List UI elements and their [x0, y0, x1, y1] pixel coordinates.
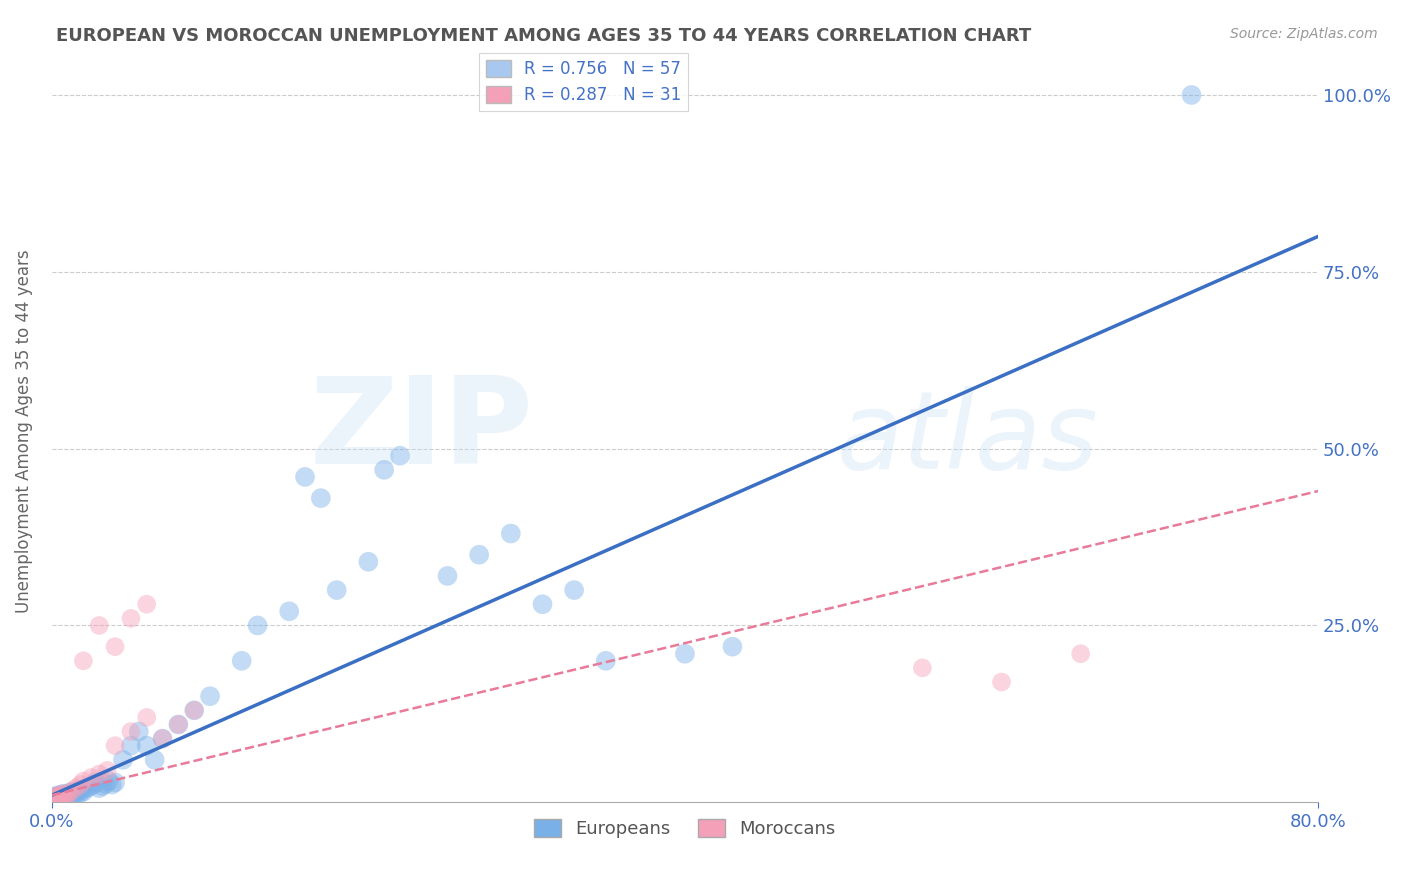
Point	[531, 597, 554, 611]
Point	[60, 785, 83, 799]
Text: atlas: atlas	[837, 386, 1098, 491]
Point	[152, 731, 174, 746]
Point	[135, 739, 157, 753]
Point	[94, 777, 117, 791]
Point	[82, 778, 104, 792]
Y-axis label: Unemployment Among Ages 35 to 44 years: Unemployment Among Ages 35 to 44 years	[15, 249, 32, 613]
Point	[91, 779, 114, 793]
Point	[56, 788, 79, 802]
Point	[53, 789, 76, 804]
Point	[325, 583, 347, 598]
Point	[80, 771, 103, 785]
Point	[53, 789, 76, 804]
Point	[183, 703, 205, 717]
Point	[135, 710, 157, 724]
Point	[65, 785, 87, 799]
Point	[357, 555, 380, 569]
Point	[143, 753, 166, 767]
Point	[1180, 87, 1202, 102]
Point	[72, 774, 94, 789]
Point	[436, 569, 458, 583]
Point	[120, 739, 142, 753]
Point	[59, 789, 82, 803]
Point	[231, 654, 253, 668]
Point	[42, 791, 65, 805]
Point	[104, 775, 127, 789]
Point	[65, 781, 87, 796]
Point	[183, 703, 205, 717]
Point	[46, 788, 69, 802]
Point	[595, 654, 617, 668]
Point	[198, 689, 221, 703]
Point	[111, 753, 134, 767]
Point	[51, 789, 73, 803]
Point	[52, 787, 75, 801]
Point	[101, 778, 124, 792]
Point	[721, 640, 744, 654]
Point	[97, 774, 120, 789]
Point	[45, 791, 67, 805]
Point	[104, 739, 127, 753]
Point	[562, 583, 585, 598]
Point	[59, 785, 82, 799]
Point	[45, 791, 67, 805]
Point	[135, 597, 157, 611]
Point	[67, 784, 90, 798]
Point	[167, 717, 190, 731]
Point	[56, 788, 79, 802]
Point	[89, 767, 111, 781]
Point	[63, 788, 86, 802]
Point	[46, 788, 69, 802]
Point	[128, 724, 150, 739]
Point	[44, 789, 66, 804]
Point	[388, 449, 411, 463]
Point	[51, 789, 73, 803]
Point	[76, 781, 98, 796]
Text: EUROPEAN VS MOROCCAN UNEMPLOYMENT AMONG AGES 35 TO 44 YEARS CORRELATION CHART: EUROPEAN VS MOROCCAN UNEMPLOYMENT AMONG …	[56, 27, 1032, 45]
Point	[309, 491, 332, 505]
Point	[246, 618, 269, 632]
Point	[55, 788, 77, 802]
Point	[84, 775, 107, 789]
Point	[42, 791, 65, 805]
Point	[990, 675, 1012, 690]
Point	[167, 717, 190, 731]
Point	[69, 778, 91, 792]
Point	[120, 611, 142, 625]
Point	[96, 764, 118, 778]
Point	[152, 731, 174, 746]
Point	[44, 789, 66, 804]
Point	[72, 785, 94, 799]
Legend: Europeans, Moroccans: Europeans, Moroccans	[527, 812, 844, 846]
Point	[66, 787, 89, 801]
Text: Source: ZipAtlas.com: Source: ZipAtlas.com	[1230, 27, 1378, 41]
Point	[70, 782, 93, 797]
Point	[294, 470, 316, 484]
Point	[673, 647, 696, 661]
Point	[120, 724, 142, 739]
Point	[468, 548, 491, 562]
Point	[1070, 647, 1092, 661]
Point	[48, 790, 70, 805]
Point	[104, 640, 127, 654]
Text: ZIP: ZIP	[309, 373, 533, 490]
Point	[89, 618, 111, 632]
Point	[58, 786, 80, 800]
Point	[52, 787, 75, 801]
Point	[55, 788, 77, 802]
Point	[499, 526, 522, 541]
Point	[72, 654, 94, 668]
Point	[69, 786, 91, 800]
Point	[48, 790, 70, 805]
Point	[278, 604, 301, 618]
Point	[911, 661, 934, 675]
Point	[89, 781, 111, 796]
Point	[373, 463, 395, 477]
Point	[79, 780, 101, 794]
